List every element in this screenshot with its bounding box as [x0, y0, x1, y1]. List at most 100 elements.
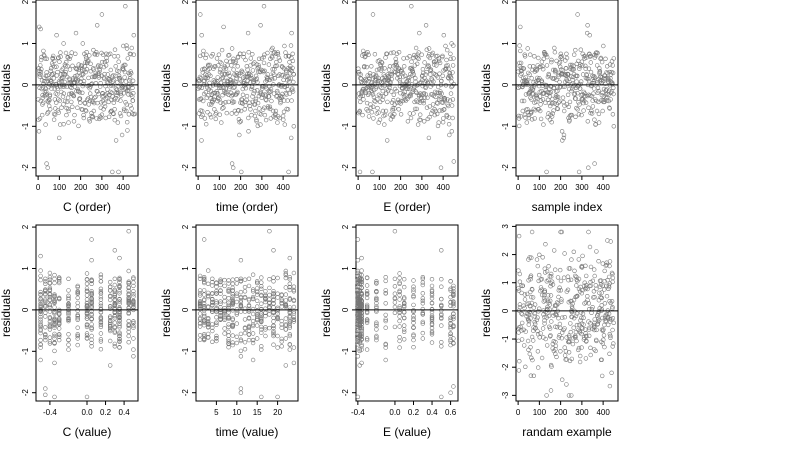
scatter-point — [439, 340, 444, 345]
scatter-point — [448, 303, 453, 308]
scatter-point — [610, 275, 616, 281]
scatter-point — [214, 333, 219, 339]
scatter-point — [548, 293, 554, 298]
y-tick-label: 2 — [501, 252, 510, 257]
scatter-point — [400, 70, 406, 76]
scatter-point — [429, 321, 435, 326]
scatter-point — [565, 287, 571, 292]
scatter-point — [553, 324, 558, 329]
scatter-point — [283, 275, 288, 281]
scatter-point — [289, 30, 294, 36]
scatter-point — [278, 100, 283, 106]
scatter-point — [238, 390, 244, 395]
scatter-point — [66, 288, 71, 293]
scatter-point — [569, 304, 575, 309]
scatter-point — [569, 309, 575, 315]
scatter-point — [61, 121, 66, 127]
scatter-point — [524, 120, 529, 125]
scatter-point — [205, 109, 210, 115]
scatter-point — [441, 116, 446, 121]
scatter-point — [246, 316, 252, 321]
scatter-point — [250, 294, 256, 300]
scatter-point — [202, 280, 207, 286]
scatter-point — [438, 94, 443, 99]
scatter-point — [214, 284, 219, 289]
x-tick-label: 100 — [533, 183, 547, 192]
scatter-point — [266, 94, 272, 99]
scatter-point — [397, 281, 402, 286]
scatter-point — [255, 304, 260, 309]
scatter-point — [226, 287, 231, 292]
scatter-point — [448, 339, 453, 344]
scatter-point — [57, 59, 62, 64]
scatter-point — [429, 277, 435, 282]
scatter-point — [52, 323, 57, 329]
scatter-point — [288, 43, 294, 48]
scatter-point — [54, 73, 59, 78]
scatter-point — [56, 275, 62, 280]
scatter-point — [117, 277, 122, 282]
scatter-point — [250, 99, 255, 105]
scatter-point — [548, 333, 553, 338]
scatter-point — [441, 32, 446, 38]
scatter-point — [563, 349, 569, 354]
scatter-point — [569, 299, 574, 304]
scatter-point — [115, 97, 120, 102]
scatter-point — [577, 330, 583, 335]
scatter-point — [246, 337, 252, 343]
scatter-point — [276, 55, 282, 61]
scatter-point — [576, 327, 581, 333]
scatter-point — [254, 117, 259, 122]
scatter-point — [98, 322, 104, 327]
scatter-point — [38, 337, 43, 343]
scatter-point — [359, 285, 364, 291]
scatter-point — [87, 53, 92, 58]
scatter-point — [217, 112, 223, 117]
scatter-point — [117, 314, 122, 320]
scatter-point — [238, 289, 244, 295]
scatter-point — [42, 53, 47, 59]
scatter-point — [280, 113, 286, 119]
scatter-point — [89, 333, 94, 339]
scatter-point — [518, 48, 523, 54]
scatter-point — [202, 279, 207, 284]
scatter-point — [607, 316, 613, 322]
scatter-point — [586, 229, 591, 235]
scatter-point — [526, 347, 531, 352]
scatter-point — [66, 318, 71, 324]
scatter-point — [526, 322, 531, 327]
scatter-point — [214, 336, 219, 341]
scatter-point — [557, 79, 562, 85]
scatter-point — [442, 107, 447, 112]
scatter-point — [41, 81, 46, 87]
scatter-point — [531, 91, 536, 96]
scatter-point — [376, 120, 381, 125]
scatter-point — [242, 107, 247, 112]
scatter-point — [47, 319, 53, 324]
scatter-point — [378, 99, 383, 105]
scatter-point — [439, 394, 444, 400]
scatter-point — [226, 304, 231, 309]
scatter-point — [271, 323, 276, 329]
scatter-point — [582, 280, 587, 285]
scatter-point — [359, 332, 364, 337]
scatter-point — [357, 363, 362, 368]
scatter-point — [52, 336, 57, 341]
scatter-point — [355, 315, 361, 320]
scatter-point — [202, 277, 207, 282]
scatter-point — [112, 287, 118, 293]
scatter-point — [38, 324, 43, 330]
scatter-point — [528, 289, 533, 295]
y-tick-label: -3 — [501, 391, 510, 399]
scatter-point — [448, 91, 454, 96]
scatter-point — [522, 54, 528, 59]
scatter-point — [271, 291, 276, 296]
scatter-point — [246, 332, 252, 337]
scatter-point — [529, 355, 534, 360]
scatter-point — [93, 70, 98, 76]
scatter-point — [75, 342, 80, 348]
scatter-point — [552, 45, 557, 51]
scatter-point — [98, 301, 104, 306]
scatter-point — [124, 108, 129, 114]
scatter-point — [43, 392, 48, 397]
